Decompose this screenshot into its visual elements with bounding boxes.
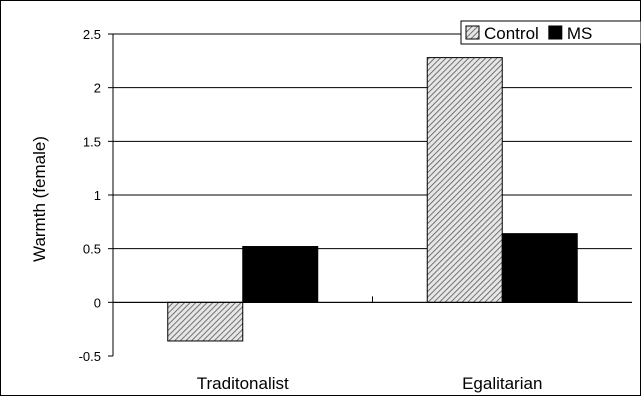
y-tick-label: 1.5 (83, 134, 101, 149)
legend-swatch-ms (548, 25, 563, 40)
y-tick-label: -0.5 (79, 349, 101, 364)
y-tick-labels: -0.5 0 0.5 1 1.5 2 2.5 (79, 27, 101, 364)
legend-swatch-control (465, 25, 480, 40)
legend: Control MS (460, 20, 641, 45)
x-tick-label: Egalitarian (462, 374, 542, 393)
legend-label-control: Control (484, 24, 539, 43)
axes (108, 33, 632, 357)
bar-control-traditonalist (167, 301, 244, 342)
bar-ms-traditonalist (242, 246, 319, 303)
bar-ms-egalitarian (501, 233, 578, 303)
y-axis-label: Warmth (female) (30, 136, 49, 262)
bars (167, 57, 578, 342)
y-tick-label: 0.5 (83, 242, 101, 257)
bar-control-egalitarian (426, 57, 503, 303)
legend-label-ms: MS (567, 24, 593, 43)
y-tick-label: 2 (94, 81, 101, 96)
x-tick-label: Traditonalist (197, 374, 289, 393)
x-tick-labels: Traditonalist Egalitarian (197, 374, 543, 393)
y-tick-label: 1 (94, 188, 101, 203)
y-tick-label: 0 (94, 295, 101, 310)
y-tick-label: 2.5 (83, 27, 101, 42)
